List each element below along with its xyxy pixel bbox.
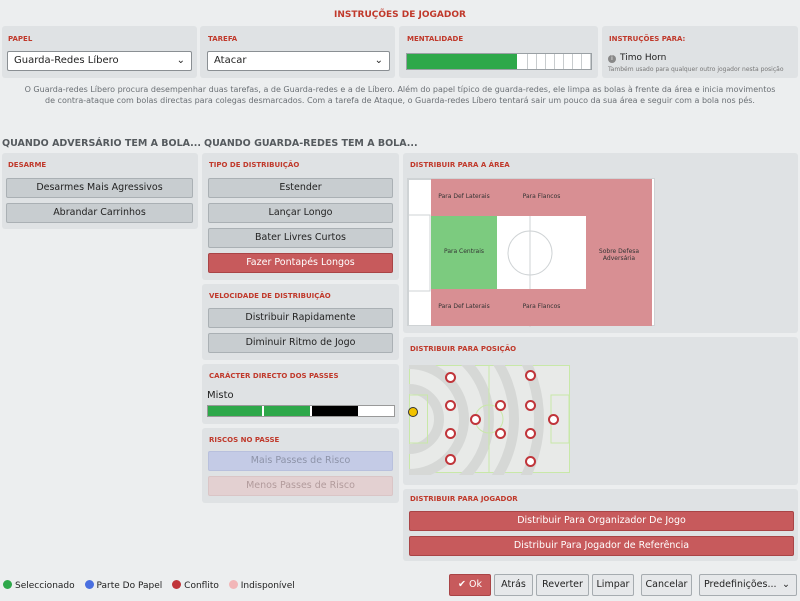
player-name: Timo Horn (620, 53, 667, 63)
pos-marker[interactable] (495, 400, 506, 411)
distribute-target-man-button[interactable]: Distribuir Para Jogador de Referência (409, 536, 794, 556)
pos-marker[interactable] (470, 414, 481, 425)
area-pitch: Para Def Laterais Para Flancos Para Cent… (407, 178, 655, 327)
legend-selected: Seleccionado (15, 581, 75, 591)
zone-def-laterais-bottom[interactable]: Para Def Laterais (431, 289, 497, 326)
cancel-button[interactable]: Cancelar (641, 574, 692, 596)
duty-value: Atacar (214, 55, 247, 66)
zone-flancos-top[interactable]: Para Flancos (497, 179, 586, 216)
presets-button[interactable]: Predefinições... ⌄ (699, 574, 797, 596)
duty-select[interactable]: Atacar ⌄ (207, 51, 390, 71)
slider-seg-3 (312, 406, 358, 416)
distribution-type-label: TIPO DE DISTRIBUIÇÃO (209, 161, 300, 169)
pos-marker[interactable] (525, 456, 536, 467)
chevron-down-icon: ⌄ (782, 579, 790, 590)
slider-seg-1 (208, 406, 262, 416)
distribute-player-panel: DISTRIBUIR PARA JOGADOR Distribuir Para … (403, 489, 798, 561)
role-panel: PAPEL Guarda-Redes Líbero ⌄ (2, 26, 197, 78)
pos-marker[interactable] (445, 428, 456, 439)
chevron-down-icon: ⌄ (374, 55, 383, 66)
passing-directness-label: CARÁCTER DIRECTO DOS PASSES (209, 372, 339, 380)
distribute-position-label: DISTRIBUIR PARA POSIÇÃO (410, 345, 517, 353)
more-risky-passes-button[interactable]: Mais Passes de Risco (208, 451, 393, 471)
instructions-for-panel: INSTRUÇÕES PARA: i Timo Horn Também usad… (602, 26, 798, 78)
ok-label: Ok (469, 579, 482, 590)
tackling-label: DESARME (8, 161, 47, 169)
role-value: Guarda-Redes Líbero (14, 55, 119, 66)
role-part-dot (84, 580, 94, 589)
throw-long-button[interactable]: Lançar Longo (208, 203, 393, 223)
tackle-harder-button[interactable]: Desarmes Mais Agressivos (6, 178, 193, 198)
zone-flancos-bottom[interactable]: Para Flancos (497, 289, 586, 326)
clear-button[interactable]: Limpar (592, 574, 634, 596)
player-note: Também usado para qualquer outro jogador… (608, 66, 784, 73)
role-label: PAPEL (8, 35, 33, 43)
distribute-area-label: DISTRIBUIR PARA A ÁREA (410, 161, 510, 169)
pos-marker[interactable] (445, 454, 456, 465)
pos-marker[interactable] (525, 428, 536, 439)
zone-def-laterais-top[interactable]: Para Def Laterais (431, 179, 497, 216)
gk-has-ball-header: QUANDO GUARDA-REDES TEM A BOLA... (204, 138, 418, 149)
role-select[interactable]: Guarda-Redes Líbero ⌄ (7, 51, 192, 71)
legend: Seleccionado Parte Do Papel Conflito Ind… (3, 580, 295, 591)
pos-marker[interactable] (525, 370, 536, 381)
duty-label: TAREFA (208, 35, 238, 43)
pos-marker[interactable] (548, 414, 559, 425)
chevron-down-icon: ⌄ (176, 55, 185, 66)
zone-centrais[interactable]: Para Centrais (431, 216, 497, 289)
back-button[interactable]: Atrás (494, 574, 533, 596)
passing-risk-label: RISCOS NO PASSE (209, 436, 280, 444)
selected-dot (3, 580, 12, 589)
passing-directness-slider[interactable] (207, 405, 395, 417)
mentality-label: MENTALIDADE (407, 35, 464, 43)
short-free-kicks-button[interactable]: Bater Livres Curtos (208, 228, 393, 248)
role-description-2: de contra-ataque com bolas directas para… (45, 96, 755, 105)
legend-conflict: Conflito (184, 581, 219, 591)
legend-role-part: Parte Do Papel (96, 581, 163, 591)
passing-directness-value: Misto (207, 390, 234, 401)
info-icon: i (608, 55, 616, 63)
tackling-panel: DESARME Desarmes Mais Agressivos Abranda… (2, 153, 198, 229)
distribute-quickly-button[interactable]: Distribuir Rapidamente (208, 308, 393, 328)
distribute-player-label: DISTRIBUIR PARA JOGADOR (410, 495, 518, 503)
distribution-speed-panel: VELOCIDADE DE DISTRIBUIÇÃO Distribuir Ra… (202, 284, 399, 360)
instructions-for-label: INSTRUÇÕES PARA: (609, 35, 686, 43)
pos-marker[interactable] (445, 372, 456, 383)
unavailable-dot (228, 580, 238, 589)
goalkeeper-marker (408, 407, 418, 417)
fewer-risky-passes-button[interactable]: Menos Passes de Risco (208, 476, 393, 496)
legend-unavailable: Indisponível (240, 581, 295, 591)
pos-marker[interactable] (445, 400, 456, 411)
page-title: INSTRUÇÕES DE JOGADOR (334, 10, 466, 20)
ok-button[interactable]: ✔ Ok (449, 574, 491, 596)
passing-risk-panel: RISCOS NO PASSE Mais Passes de Risco Men… (202, 428, 399, 503)
opp-has-ball-header: QUANDO ADVERSÁRIO TEM A BOLA... (2, 138, 202, 149)
long-kicks-button[interactable]: Fazer Pontapés Longos (208, 253, 393, 273)
distribute-area-panel: DISTRIBUIR PARA A ÁREA Para Def Laterais… (403, 153, 798, 333)
role-description-1: O Guarda-redes Líbero procura desempenha… (24, 85, 776, 94)
distribute-position-panel: DISTRIBUIR PARA POSIÇÃO (403, 337, 798, 485)
pos-marker[interactable] (525, 400, 536, 411)
duty-panel: TAREFA Atacar ⌄ (200, 26, 395, 78)
stay-on-feet-button[interactable]: Abrandar Carrinhos (6, 203, 193, 223)
zone-sobre-defesa[interactable]: Sobre Defesa Adversária (586, 179, 652, 326)
distribution-type-panel: TIPO DE DISTRIBUIÇÃO Estender Lançar Lon… (202, 153, 399, 280)
distribution-speed-label: VELOCIDADE DE DISTRIBUIÇÃO (209, 292, 331, 300)
mentality-segments (519, 54, 591, 69)
slow-pace-button[interactable]: Diminuir Ritmo de Jogo (208, 333, 393, 353)
position-pitch (409, 365, 570, 475)
slider-seg-2 (264, 406, 310, 416)
revert-button[interactable]: Reverter (536, 574, 589, 596)
presets-label: Predefinições... (704, 579, 777, 590)
passing-directness-panel: CARÁCTER DIRECTO DOS PASSES Misto (202, 364, 399, 424)
pos-marker[interactable] (495, 428, 506, 439)
mentality-panel: MENTALIDADE (399, 26, 598, 78)
mentality-fill (407, 54, 518, 69)
distribute-playmaker-button[interactable]: Distribuir Para Organizador De Jogo (409, 511, 794, 531)
roll-it-out-button[interactable]: Estender (208, 178, 393, 198)
check-icon: ✔ (458, 579, 466, 590)
mentality-bar[interactable] (406, 53, 592, 70)
conflict-dot (172, 580, 182, 589)
